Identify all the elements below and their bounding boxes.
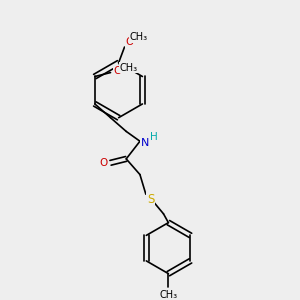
Text: CH₃: CH₃ [129, 32, 147, 42]
Text: H: H [150, 132, 158, 142]
Text: N: N [141, 138, 149, 148]
Text: O: O [100, 158, 108, 168]
Text: O: O [113, 66, 122, 76]
Text: CH₃: CH₃ [159, 290, 178, 300]
Text: S: S [147, 193, 154, 206]
Text: CH₃: CH₃ [119, 63, 137, 73]
Text: O: O [125, 37, 134, 47]
